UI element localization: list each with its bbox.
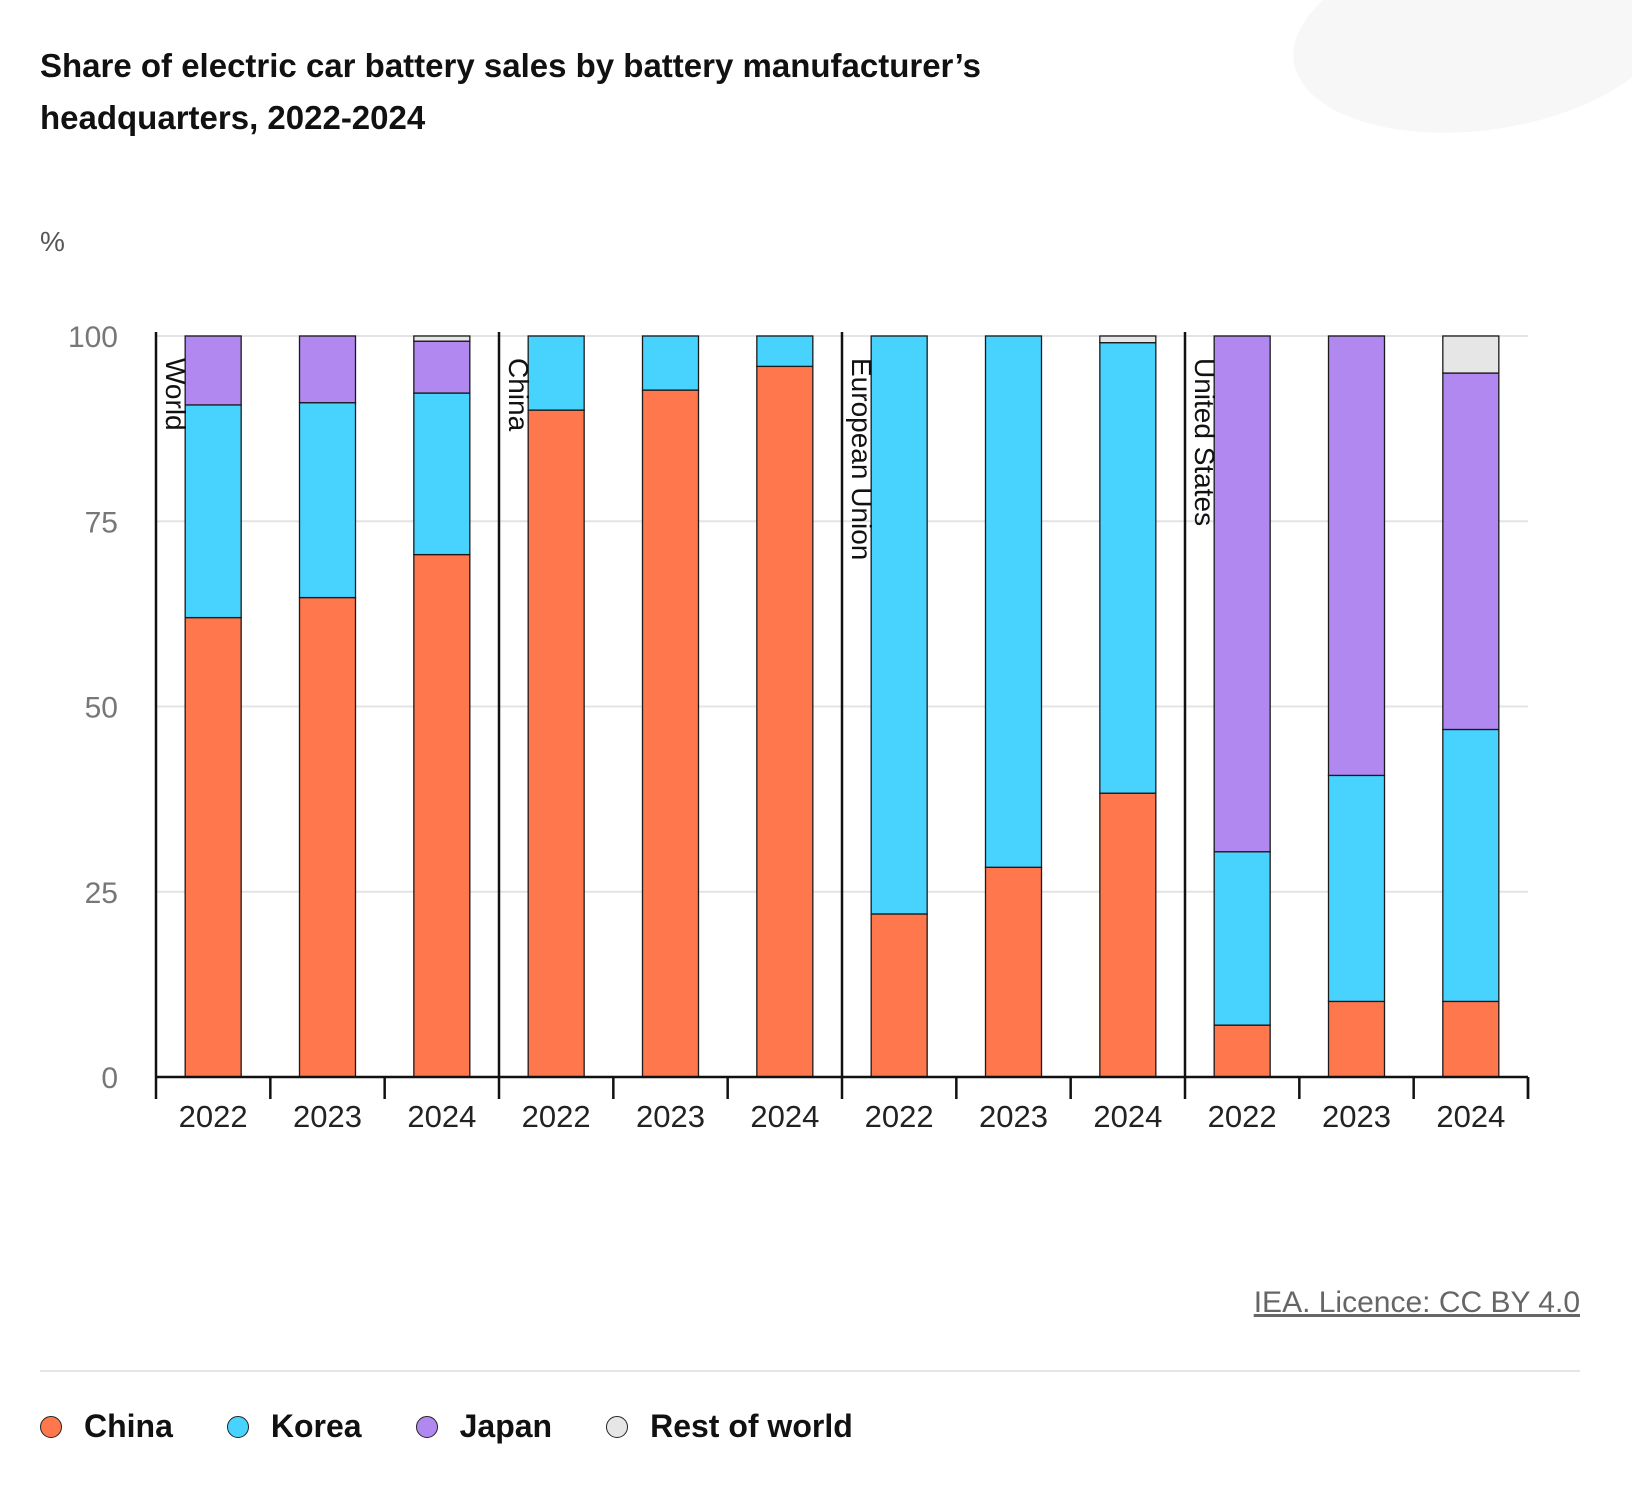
group-label: World [160, 358, 191, 431]
licence-link[interactable]: IEA. Licence: CC BY 4.0 [1253, 1286, 1580, 1319]
group-label: United States [1189, 358, 1220, 526]
y-axis-unit: % [40, 226, 65, 257]
bar-segment [413, 340, 471, 394]
bar-segment [1099, 792, 1157, 1078]
bar-segment [1327, 774, 1386, 1003]
legend-label: Japan [459, 1408, 553, 1444]
bar-segment [641, 335, 700, 391]
bar-segment [413, 392, 471, 556]
bar-segment [641, 389, 700, 1078]
legend-label: Korea [270, 1408, 362, 1444]
legend-swatch [415, 1415, 438, 1438]
y-tick-label: 25 [85, 877, 118, 910]
stacked-bar-chart: 0 25 50 75 100 2022 2023 2024 World 2022 2023 2024 C… [68, 321, 1530, 1134]
bar-segment [298, 402, 357, 599]
bar-segment [1442, 1000, 1500, 1078]
legend-swatch [606, 1415, 629, 1438]
legend-divider [40, 1370, 1580, 1372]
x-tick-label: 2024 [1093, 1099, 1162, 1134]
x-tick-label: 2022 [1208, 1099, 1277, 1134]
bar-segment [413, 335, 471, 342]
legend-item[interactable]: China [40, 1408, 173, 1445]
x-tick-label: 2024 [1436, 1099, 1505, 1134]
bar-segment [1099, 335, 1157, 344]
bar-segment [1442, 335, 1500, 374]
legend-swatch [40, 1415, 62, 1438]
bar-segment [1213, 851, 1271, 1026]
x-tick-label: 2024 [750, 1099, 819, 1134]
x-tick-label: 2022 [179, 1099, 248, 1134]
legend-swatch [226, 1415, 249, 1438]
bar-segment [298, 596, 357, 1078]
bar-segment [756, 365, 814, 1078]
bar-segment [527, 409, 585, 1078]
bar-segment [1442, 372, 1500, 731]
x-tick-label: 2023 [636, 1099, 705, 1134]
legend-item[interactable]: Rest of world [606, 1408, 853, 1445]
bar-segment [413, 553, 471, 1078]
legend-label: China [84, 1408, 173, 1444]
bar-segment [756, 335, 814, 368]
bar-segment [870, 335, 928, 915]
bar-segment [1327, 335, 1386, 777]
bar-segment [1099, 342, 1157, 794]
bar-segment [1213, 335, 1271, 853]
legend-item[interactable]: Japan [415, 1408, 553, 1445]
bar-segment [1442, 728, 1500, 1003]
y-tick-label: 50 [85, 692, 118, 725]
bar-segment [984, 866, 1043, 1078]
x-tick-label: 2023 [293, 1099, 362, 1134]
bar-segment [184, 335, 242, 406]
legend: China Korea Japan Rest of world [40, 1408, 907, 1445]
legend-label: Rest of world [650, 1408, 853, 1444]
y-tick-label: 100 [68, 321, 118, 354]
group-label: China [503, 358, 534, 432]
x-tick-label: 2022 [522, 1099, 591, 1134]
group-label: European Union [846, 358, 877, 560]
bar-segment [184, 404, 242, 619]
bar-segment [1213, 1024, 1271, 1078]
bar-segment [298, 335, 357, 404]
bar-segment [870, 913, 928, 1078]
x-tick-label: 2022 [865, 1099, 934, 1134]
chart-title: Share of electric car battery sales by b… [40, 47, 981, 136]
x-tick-label: 2023 [979, 1099, 1048, 1134]
bar-segment [1327, 1000, 1386, 1078]
x-tick-label: 2023 [1322, 1099, 1391, 1134]
legend-item[interactable]: Korea [226, 1408, 362, 1445]
bar-segment [184, 616, 242, 1078]
bar-segment [527, 335, 585, 411]
x-tick-label: 2024 [407, 1099, 476, 1134]
y-tick-label: 75 [85, 506, 118, 539]
bar-segment [984, 335, 1043, 868]
y-tick-label: 0 [101, 1062, 118, 1095]
